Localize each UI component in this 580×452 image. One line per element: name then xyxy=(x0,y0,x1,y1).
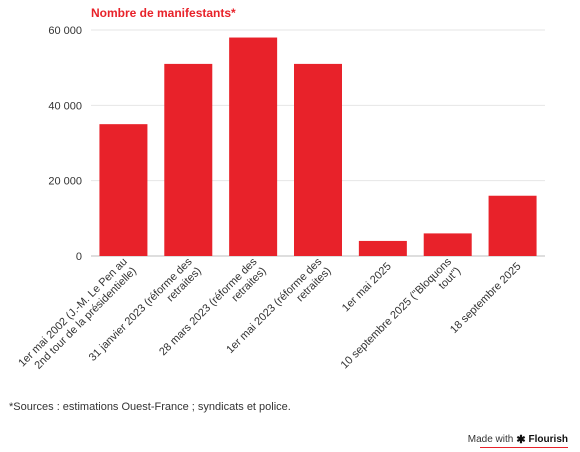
y-tick-label: 40 000 xyxy=(48,100,82,112)
asterisk-icon: ✱ xyxy=(516,434,526,446)
bar-chart: Nombre de manifestants* 0 20 000 40 000 60 … xyxy=(16,6,545,372)
bar[interactable] xyxy=(294,63,342,257)
y-axis: 0 20 000 40 000 60 000 xyxy=(48,25,82,263)
y-tick-label: 0 xyxy=(76,251,82,263)
bars xyxy=(99,37,537,257)
bar[interactable] xyxy=(229,37,278,257)
credit-underline xyxy=(480,447,568,448)
bar[interactable] xyxy=(164,63,213,257)
flourish-credit[interactable]: Made with ✱ Flourish xyxy=(468,433,568,446)
x-tick-label-line: 1er mai 2025 xyxy=(340,260,394,314)
chart-title: Nombre de manifestants* xyxy=(91,6,236,20)
x-tick-label: 1er mai 2025 xyxy=(340,260,394,314)
y-tick-label: 60 000 xyxy=(48,25,82,37)
bar[interactable] xyxy=(99,124,148,257)
bar[interactable] xyxy=(423,233,472,256)
credit-brand: Flourish xyxy=(528,434,568,445)
x-tick-label-line: 10 septembre 2025 ("Bloquons xyxy=(339,256,455,372)
x-tick-label-line: 1er mai 2002 (J.-M. Le Pen au xyxy=(16,256,130,370)
bar[interactable] xyxy=(488,195,537,256)
x-tick-label-line: 31 janvier 2023 (réforme des xyxy=(87,256,195,364)
y-tick-label: 20 000 xyxy=(48,176,82,188)
footnote: *Sources : estimations Ouest-France ; sy… xyxy=(9,401,291,413)
bar[interactable] xyxy=(358,240,407,256)
credit-prefix: Made with xyxy=(467,434,514,445)
